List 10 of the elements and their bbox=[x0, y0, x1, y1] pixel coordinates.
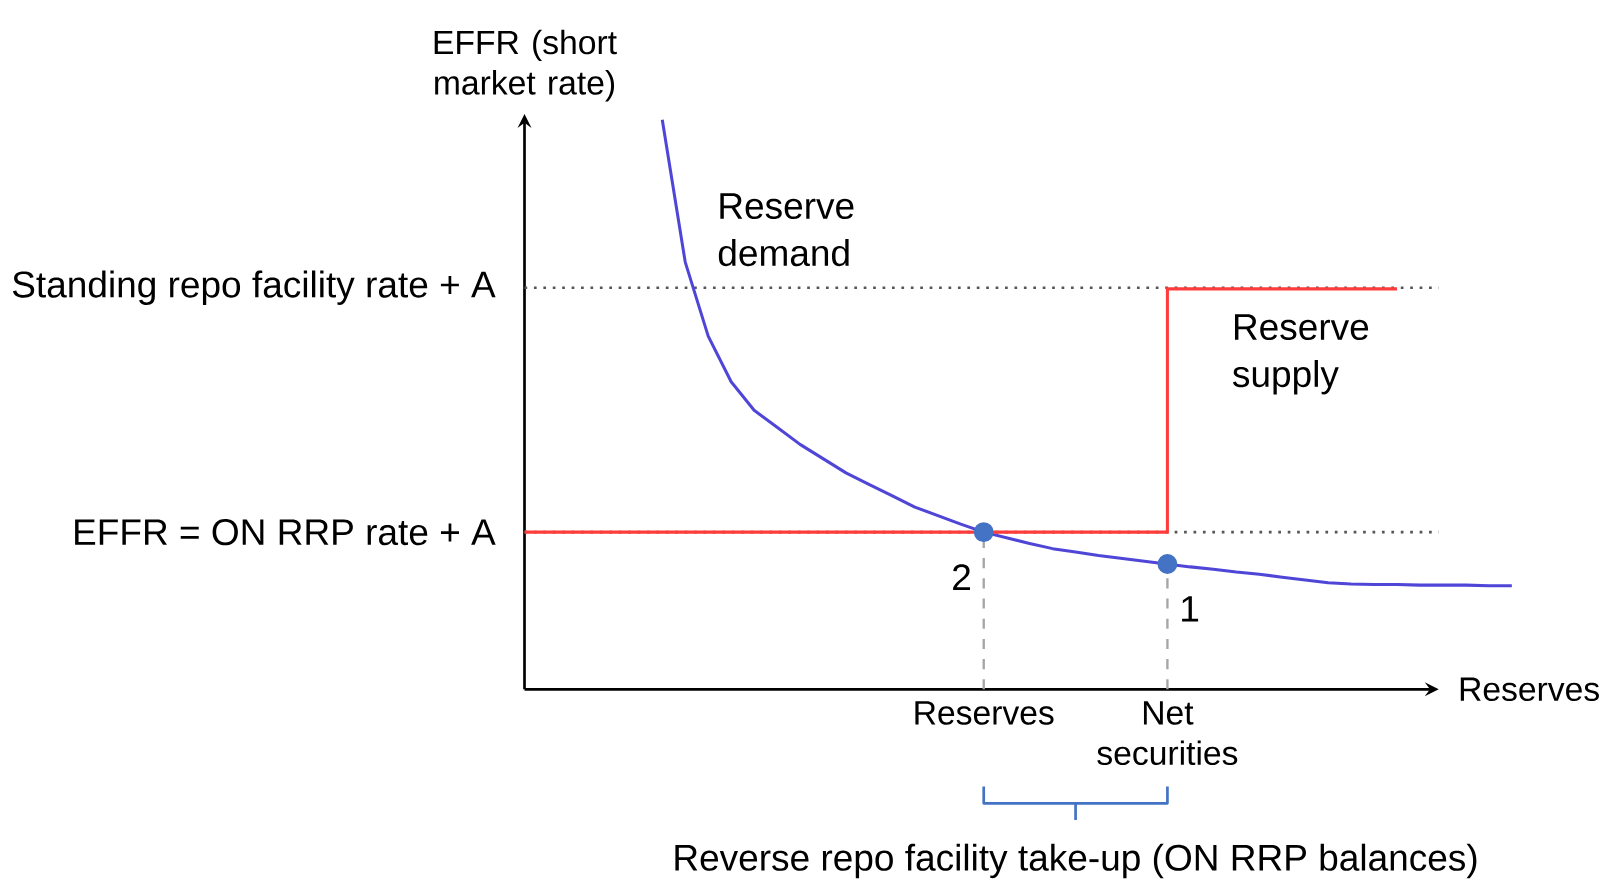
x-tick-label: Net securities bbox=[1097, 701, 1238, 765]
text: Reverse repo facility take-up (ON RRP balances) bbox=[675, 843, 1477, 878]
annotation: 1 bbox=[1182, 595, 1199, 622]
ref-line-label: Standing repo facility rate + A bbox=[12, 270, 496, 305]
series-label: Reserve supply bbox=[1232, 314, 1369, 395]
ref-line-label: EFFR = ON RRP rate + A bbox=[75, 518, 496, 546]
annotation: 2 bbox=[953, 564, 970, 590]
y-axis-title: EFFR (short market rate) bbox=[434, 29, 617, 102]
series-label: Reserve demand bbox=[718, 193, 854, 266]
x-axis-title: Reserves bbox=[1460, 677, 1599, 701]
